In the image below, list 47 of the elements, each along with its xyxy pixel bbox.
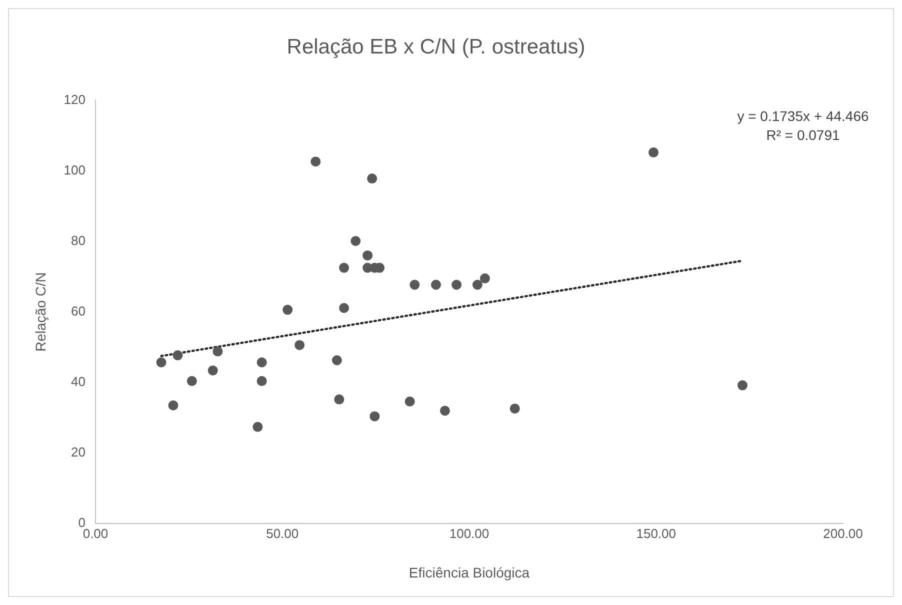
point (367, 174, 378, 184)
y-tick-label: 40 (71, 374, 86, 390)
y-tick-label: 120 (64, 92, 86, 107)
y-tick-label: 100 (64, 162, 86, 178)
y-tick-label: 80 (71, 232, 86, 248)
point (350, 236, 361, 246)
point (186, 376, 197, 386)
annotation: R² = 0.0791 (766, 127, 840, 144)
point (410, 280, 420, 290)
point (208, 365, 218, 376)
chart-title: Relação EB x C/N (P. ostreatus) (286, 35, 586, 58)
point (452, 280, 462, 290)
point (282, 304, 293, 315)
point (510, 404, 520, 414)
annotation: y = 0.1735x + 44.466 (737, 108, 869, 124)
point (339, 303, 350, 314)
point (362, 250, 373, 260)
y-tick-label: 20 (71, 444, 86, 460)
point (294, 340, 305, 350)
point (332, 355, 342, 366)
point (168, 400, 178, 410)
point (648, 147, 659, 158)
y-axis-title: Relação C/N (32, 272, 48, 352)
point (472, 280, 482, 290)
point (404, 396, 415, 407)
point (334, 394, 344, 404)
y-tick-label: 0 (78, 515, 86, 530)
point (440, 406, 450, 416)
point (310, 156, 321, 167)
point (172, 350, 183, 360)
point (256, 376, 267, 386)
point (339, 262, 350, 273)
x-tick-label: 100.00 (449, 526, 490, 541)
x-tick-label: 150.00 (636, 526, 676, 541)
x-tick-label: 50.00 (266, 526, 299, 541)
point (256, 357, 267, 368)
point (480, 273, 490, 284)
y-tick-label: 60 (71, 303, 86, 318)
x-tick-label: 200.00 (823, 526, 863, 541)
point (737, 380, 748, 390)
point (252, 422, 263, 432)
x-tick-label: 0.00 (82, 526, 108, 541)
point (212, 346, 223, 356)
point (430, 280, 441, 290)
point (156, 357, 166, 368)
point (370, 411, 380, 422)
x-axis-title: Eficiência Biológica (408, 564, 530, 580)
